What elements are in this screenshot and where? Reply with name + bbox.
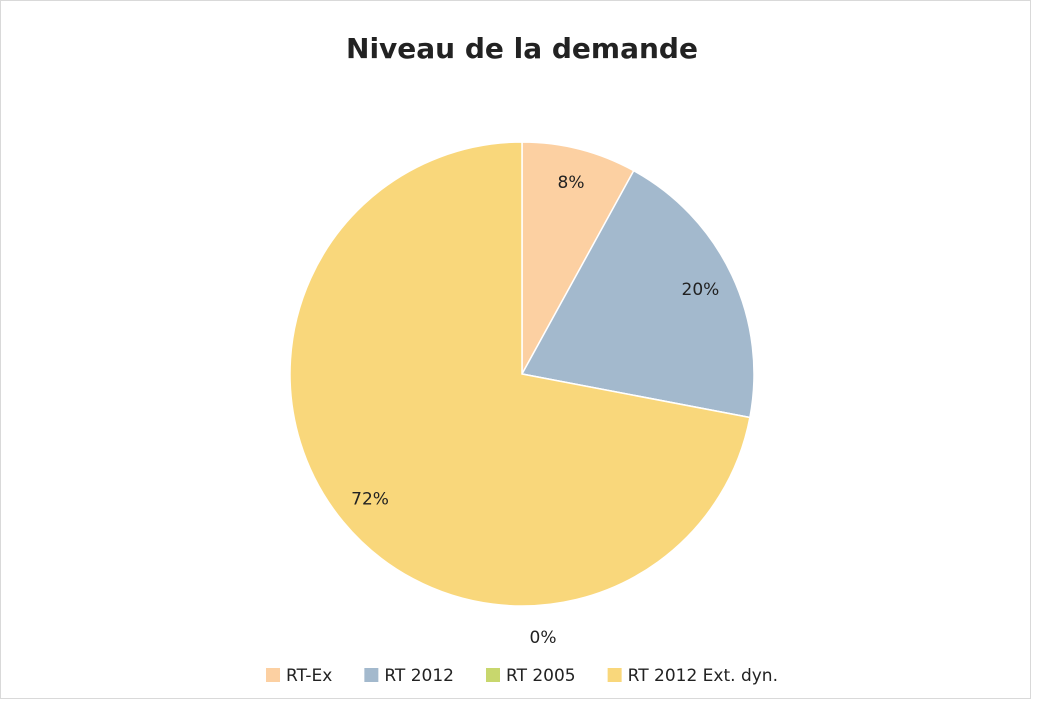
legend-swatch — [266, 668, 281, 682]
pie-slice — [520, 169, 755, 419]
data-label: 72% — [351, 490, 389, 510]
data-label: 20% — [682, 280, 720, 300]
legend-label: RT-Ex — [286, 666, 332, 686]
pie: 8% 20% 0% 72% — [289, 141, 755, 648]
legend-swatch — [364, 668, 379, 682]
legend-label: RT 2012 — [384, 666, 454, 686]
legend-label: RT 2012 Ext. dyn. — [628, 666, 778, 686]
pie-slice — [289, 141, 751, 607]
legend-label: RT 2005 — [506, 666, 576, 686]
chart-title: Niveau de la demande — [346, 32, 698, 65]
legend-swatch — [486, 668, 500, 682]
data-label: 8% — [558, 173, 585, 193]
legend: RT-Ex RT 2012 RT 2005 RT 2012 Ext. dyn. — [266, 666, 778, 686]
legend-swatch — [607, 668, 622, 682]
pie-slice — [521, 141, 635, 375]
data-label: 0% — [530, 628, 557, 648]
